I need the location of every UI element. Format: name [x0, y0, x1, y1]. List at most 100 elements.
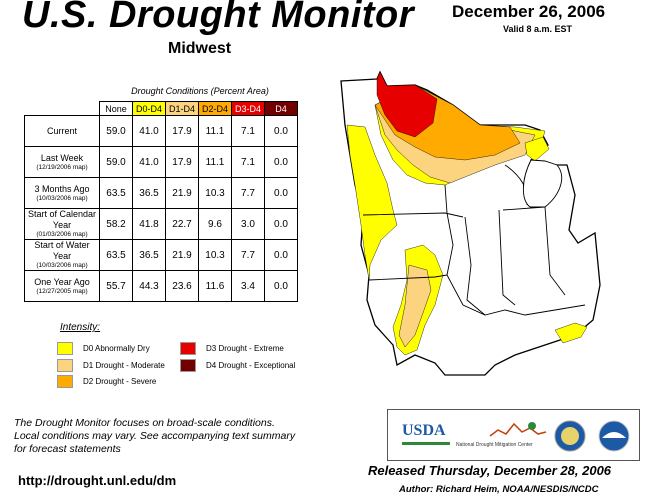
- legend-label: D1 Drought - Moderate: [83, 361, 165, 370]
- table-cell: 0.0: [264, 115, 298, 147]
- footer-line: The Drought Monitor focuses on broad-sca…: [14, 417, 275, 429]
- table-cell: 22.7: [165, 208, 199, 240]
- table-cell: 41.0: [132, 146, 166, 178]
- table-row: Start of Calendar Year (01/03/2006 map) 5…: [24, 208, 298, 240]
- table-cell: 36.5: [132, 177, 166, 209]
- table-row: Start of Water Year (10/03/2006 map) 63.5…: [24, 239, 298, 271]
- table-cell: 59.0: [99, 146, 133, 178]
- noaa-logo-icon: [598, 420, 630, 452]
- footer-line: Local conditions may vary. See accompany…: [14, 430, 296, 442]
- table-cell: 41.8: [132, 208, 166, 240]
- table-cell: 63.5: [99, 177, 133, 209]
- table-cell: 36.5: [132, 239, 166, 271]
- legend-item-d1: D1 Drought - Moderate: [57, 359, 165, 372]
- table-cell: 59.0: [99, 115, 133, 147]
- valid-time: Valid 8 a.m. EST: [503, 24, 573, 34]
- table-row: Last Week (12/19/2006 map) 59.0 41.0 17.9…: [24, 146, 298, 178]
- col-header-d4: D4: [264, 101, 298, 116]
- table-cell: 7.1: [231, 146, 265, 178]
- legend-swatch: [180, 359, 196, 372]
- legend-swatch: [57, 359, 73, 372]
- table-cell: 11.1: [198, 115, 232, 147]
- col-header-d1-d4: D1-D4: [165, 101, 199, 116]
- table-cell: 0.0: [264, 146, 298, 178]
- midwest-drought-map: [340, 70, 601, 376]
- col-header-d3-d4: D3-D4: [231, 101, 265, 116]
- legend-swatch: [180, 342, 196, 355]
- table-cell: 10.3: [198, 239, 232, 271]
- row-label: Start of Calendar Year (01/03/2006 map): [24, 208, 100, 240]
- commerce-seal-icon: [554, 420, 586, 452]
- table-cell: 0.0: [264, 177, 298, 209]
- d3-area: [376, 71, 438, 138]
- legend-label: D2 Drought - Severe: [83, 377, 157, 386]
- table-cell: 7.7: [231, 239, 265, 271]
- map-date: December 26, 2006: [452, 2, 606, 21]
- table-cell: 3.0: [231, 208, 265, 240]
- legend-item-d0: D0 Abnormally Dry: [57, 342, 150, 355]
- d0-west-area: [346, 124, 398, 281]
- table-cell: 7.1: [231, 115, 265, 147]
- table-header-row: None D0-D4 D1-D4 D2-D4 D3-D4 D4: [25, 101, 298, 116]
- legend-label: D3 Drought - Extreme: [206, 344, 284, 353]
- col-header-d0-d4: D0-D4: [132, 101, 166, 116]
- ndmc-logo: National Drought Mitigation Center: [456, 442, 533, 448]
- table-cell: 41.0: [132, 115, 166, 147]
- d1-missouri-area: [398, 264, 432, 348]
- table-cell: 44.3: [132, 270, 166, 302]
- usda-logo-bar: [402, 442, 450, 445]
- ndmc-logo-graphic: [489, 422, 547, 437]
- table-corner: [25, 102, 100, 116]
- table-cell: 7.7: [231, 177, 265, 209]
- usda-logo: USDA: [402, 422, 446, 439]
- lower-michigan: [522, 159, 563, 208]
- row-label: Last Week (12/19/2006 map): [24, 146, 100, 178]
- legend-swatch: [57, 342, 73, 355]
- legend-swatch: [57, 375, 73, 388]
- table-row: 3 Months Ago (10/03/2006 map) 63.5 36.5 2…: [24, 177, 298, 209]
- table-cell: 3.4: [231, 270, 265, 302]
- legend-item-d2: D2 Drought - Severe: [57, 375, 156, 388]
- row-label: 3 Months Ago (10/03/2006 map): [24, 177, 100, 209]
- table-cell: 10.3: [198, 177, 232, 209]
- release-date: Released Thursday, December 28, 2006: [368, 463, 612, 478]
- legend-label: D0 Abnormally Dry: [83, 344, 150, 353]
- footer-note: The Drought Monitor focuses on broad-sca…: [14, 417, 334, 456]
- table-cell: 17.9: [165, 115, 199, 147]
- row-label: One Year Ago (12/27/2005 map): [24, 270, 100, 302]
- table-cell: 55.7: [99, 270, 133, 302]
- table-cell: 0.0: [264, 239, 298, 271]
- col-header-d2-d4: D2-D4: [198, 101, 232, 116]
- table-row: One Year Ago (12/27/2005 map) 55.7 44.3 2…: [24, 270, 298, 302]
- drought-conditions-table: None D0-D4 D1-D4 D2-D4 D3-D4 D4 Current …: [24, 101, 298, 302]
- col-header-none: None: [99, 101, 133, 116]
- d0-michigan-area: [524, 136, 550, 162]
- legend-item-d4: D4 Drought - Exceptional: [180, 359, 295, 372]
- author-credit: Author: Richard Heim, NOAA/NESDIS/NCDC: [399, 484, 599, 495]
- table-cell: 21.9: [165, 239, 199, 271]
- table-cell: 11.1: [198, 146, 232, 178]
- legend-item-d3: D3 Drought - Extreme: [180, 342, 284, 355]
- table-cell: 0.0: [264, 270, 298, 302]
- page-title: U.S. Drought Monitor: [22, 0, 415, 36]
- table-cell: 58.2: [99, 208, 133, 240]
- table-cell: 63.5: [99, 239, 133, 271]
- table-cell: 17.9: [165, 146, 199, 178]
- row-label: Start of Water Year (10/03/2006 map): [24, 239, 100, 271]
- table-cell: 23.6: [165, 270, 199, 302]
- table-caption: Drought Conditions (Percent Area): [131, 86, 269, 96]
- table-row: Current 59.0 41.0 17.9 11.1 7.1 0.0: [24, 115, 298, 147]
- d0-kentucky-area: [554, 322, 588, 344]
- legend-label: D4 Drought - Exceptional: [206, 361, 296, 370]
- agency-logos: USDA National Drought Mitigation Center: [387, 409, 640, 461]
- table-cell: 21.9: [165, 177, 199, 209]
- website-link[interactable]: http://drought.unl.edu/dm: [18, 473, 177, 488]
- table-cell: 9.6: [198, 208, 232, 240]
- state-boundaries: [362, 164, 586, 316]
- region-label: Midwest: [168, 40, 232, 57]
- legend-title: Intensity:: [60, 322, 101, 333]
- footer-line: for forecast statements: [14, 443, 121, 455]
- row-label: Current: [24, 115, 100, 147]
- table-cell: 0.0: [264, 208, 298, 240]
- table-cell: 11.6: [198, 270, 232, 302]
